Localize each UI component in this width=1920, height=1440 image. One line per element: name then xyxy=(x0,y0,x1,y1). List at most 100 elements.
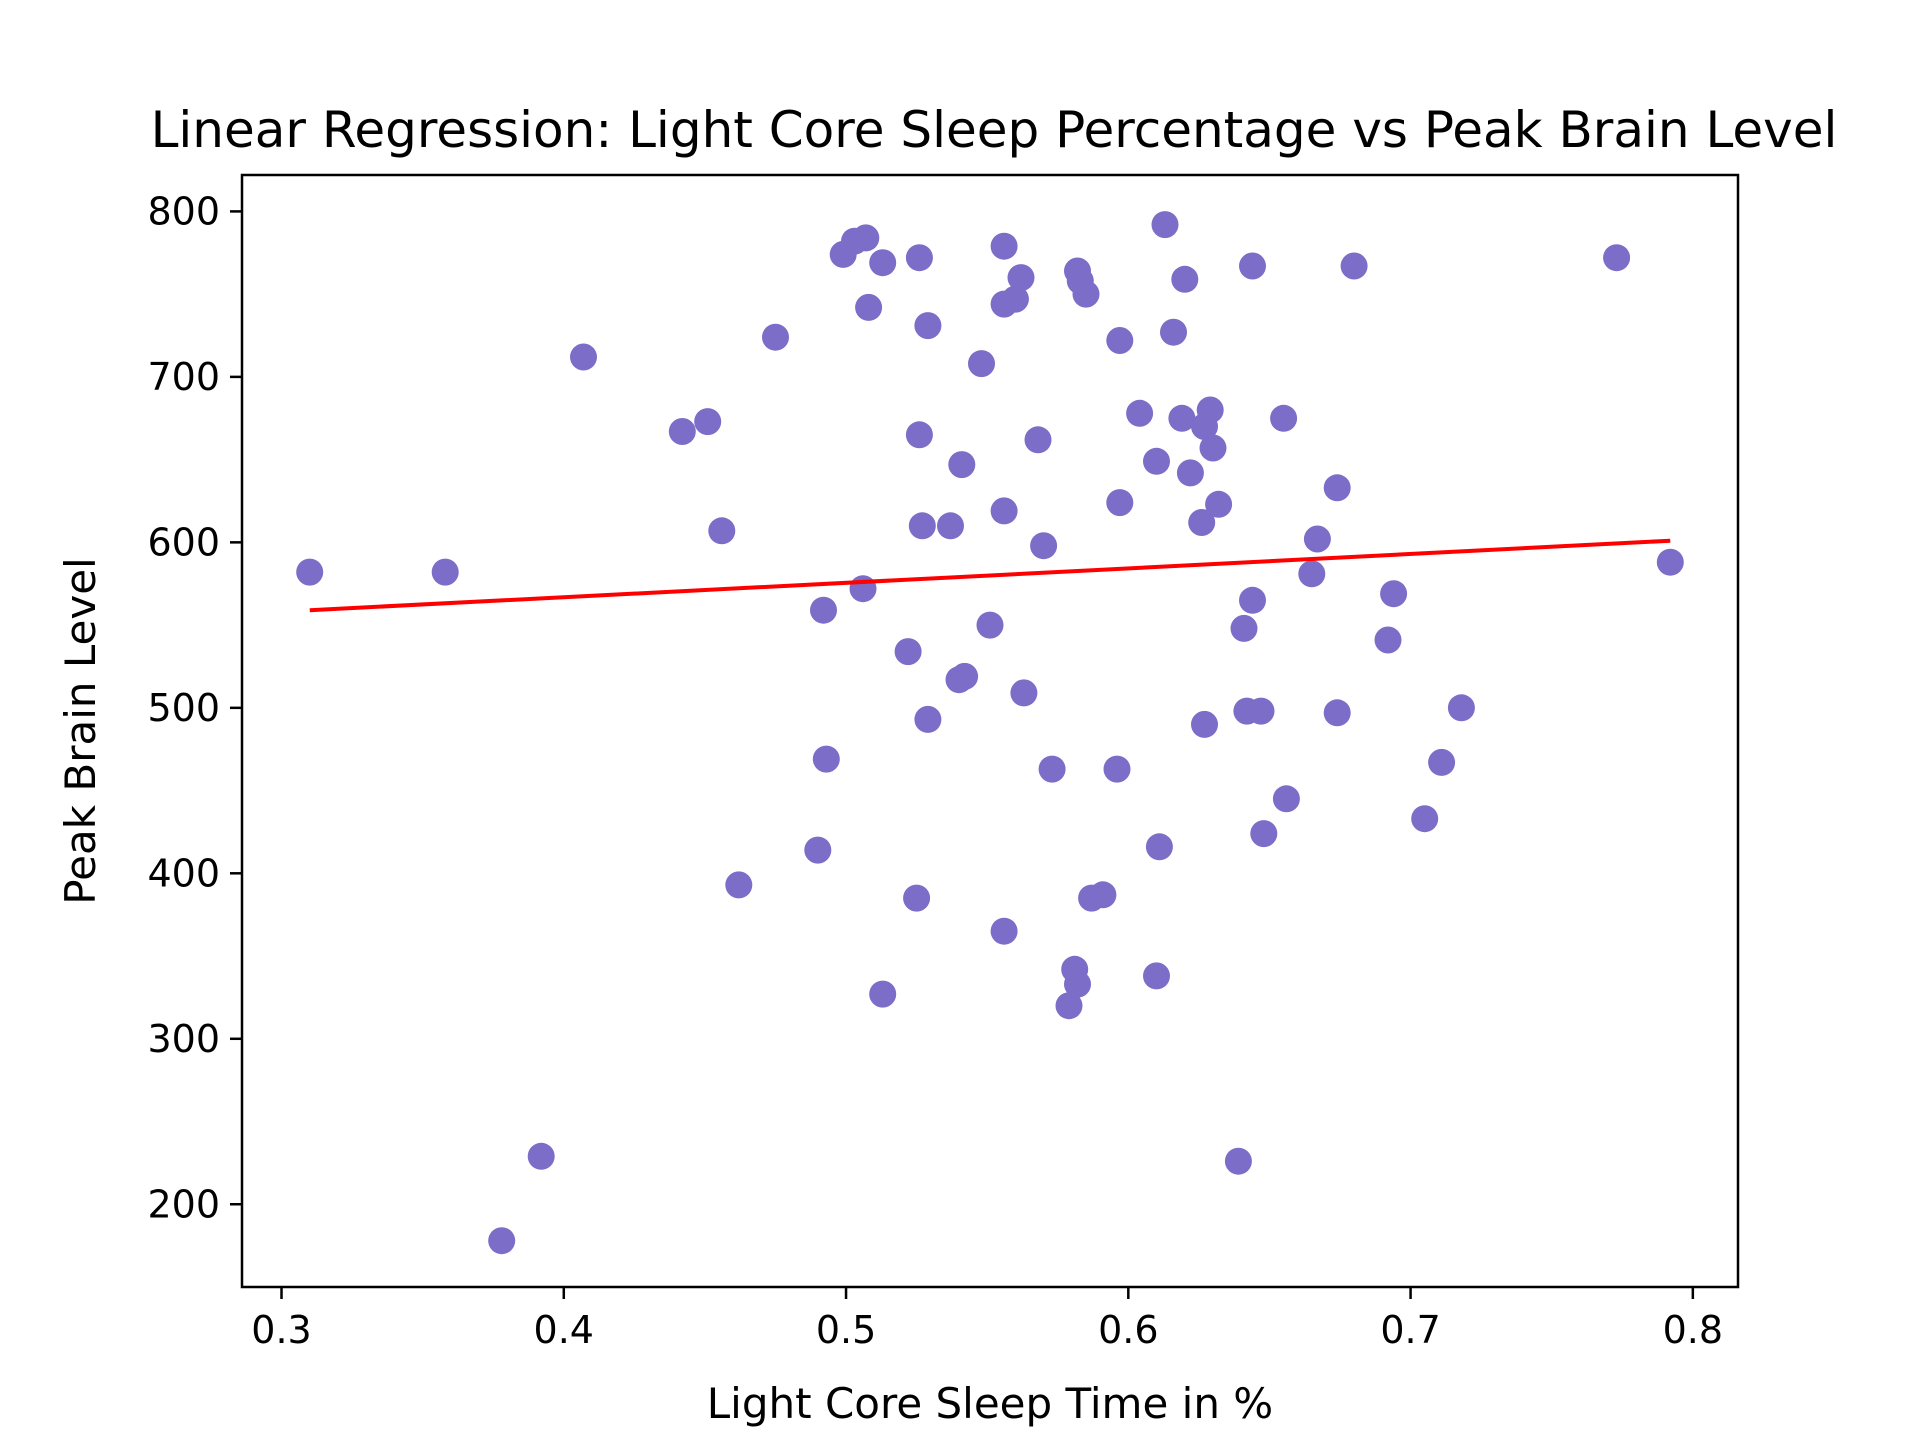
data-point xyxy=(951,662,979,690)
data-point xyxy=(527,1142,555,1170)
data-point xyxy=(1171,265,1199,293)
data-point xyxy=(810,596,837,624)
data-point xyxy=(855,293,883,321)
data-point xyxy=(1199,434,1227,462)
data-point xyxy=(1239,586,1266,614)
data-point xyxy=(812,745,840,773)
data-point xyxy=(708,517,736,545)
data-point xyxy=(1323,474,1351,502)
data-point xyxy=(1247,697,1275,725)
data-point xyxy=(1103,755,1131,783)
data-point xyxy=(1038,755,1066,783)
data-point xyxy=(1106,489,1134,517)
data-point xyxy=(1160,318,1187,346)
data-point xyxy=(1656,548,1684,576)
data-point xyxy=(1151,211,1179,239)
y-tick-label: 500 xyxy=(147,686,220,730)
data-point xyxy=(852,224,880,252)
y-axis: 200 300 400 500 600 700 800 xyxy=(147,189,242,1226)
y-tick-label: 200 xyxy=(147,1182,220,1226)
data-point xyxy=(1145,833,1173,861)
data-point xyxy=(903,884,931,912)
data-point xyxy=(570,343,597,371)
data-point xyxy=(914,312,942,340)
x-tick-label: 0.8 xyxy=(1663,1308,1723,1352)
data-point xyxy=(869,249,897,277)
data-point xyxy=(849,575,877,603)
y-axis-label: Peak Brain Level xyxy=(56,557,105,904)
chart-title: Linear Regression: Light Core Sleep Perc… xyxy=(151,101,1838,159)
data-point xyxy=(1323,699,1351,727)
data-point xyxy=(1374,626,1402,654)
y-tick-label: 800 xyxy=(147,189,220,233)
y-tick-label: 400 xyxy=(147,851,220,895)
data-point xyxy=(1126,399,1154,427)
data-point xyxy=(869,980,897,1008)
plot-area xyxy=(240,173,1740,1289)
data-point xyxy=(1205,490,1233,518)
data-point xyxy=(937,512,964,540)
y-tick-label: 600 xyxy=(147,520,220,564)
data-point xyxy=(1188,509,1216,536)
data-point xyxy=(1064,970,1091,998)
x-tick-label: 0.5 xyxy=(816,1308,876,1352)
data-point xyxy=(296,558,324,586)
data-point xyxy=(1072,280,1100,308)
data-point xyxy=(1270,404,1298,432)
regression-line xyxy=(309,538,1671,613)
data-point xyxy=(1196,396,1224,424)
data-point xyxy=(1030,532,1058,560)
data-point xyxy=(1007,264,1035,292)
data-point xyxy=(1250,820,1278,848)
data-point xyxy=(1411,805,1439,833)
data-point xyxy=(1224,1147,1252,1175)
data-point xyxy=(1024,426,1052,454)
y-tick-label: 700 xyxy=(147,355,220,399)
plot-frame xyxy=(240,173,1740,1289)
data-point xyxy=(914,705,942,733)
data-point xyxy=(1143,962,1170,990)
x-tick-label: 0.4 xyxy=(534,1308,594,1352)
regression-line-layer xyxy=(309,538,1671,613)
data-point xyxy=(1603,244,1631,272)
data-point xyxy=(968,350,995,378)
data-point xyxy=(908,512,936,540)
y-tick-label: 300 xyxy=(147,1017,220,1061)
x-tick-label: 0.6 xyxy=(1098,1308,1158,1352)
x-tick-label: 0.3 xyxy=(251,1308,311,1352)
data-point xyxy=(1272,785,1300,813)
data-point xyxy=(762,323,789,351)
data-point xyxy=(905,244,933,272)
data-point xyxy=(1176,459,1204,487)
data-point xyxy=(1447,694,1475,722)
data-point xyxy=(1089,881,1117,909)
x-axis-label: Light Core Sleep Time in % xyxy=(707,1379,1273,1428)
data-point xyxy=(1106,327,1134,354)
data-point xyxy=(668,418,696,445)
data-point xyxy=(1340,252,1368,280)
data-point xyxy=(1001,285,1029,313)
data-point xyxy=(694,408,722,436)
data-point xyxy=(990,497,1018,525)
data-point xyxy=(1230,614,1258,642)
data-point xyxy=(431,558,459,586)
data-point xyxy=(1303,525,1331,553)
data-point xyxy=(905,421,933,449)
data-point xyxy=(1168,404,1196,432)
data-point xyxy=(1010,679,1038,707)
data-point xyxy=(1055,992,1083,1020)
data-point xyxy=(1239,252,1266,280)
data-point xyxy=(1143,447,1170,475)
data-point xyxy=(990,232,1018,260)
data-point xyxy=(948,451,976,479)
data-point xyxy=(1298,560,1326,588)
data-points xyxy=(296,211,1684,1255)
data-point xyxy=(1191,710,1218,738)
data-point xyxy=(804,836,832,864)
data-point xyxy=(894,638,922,666)
x-axis: 0.3 0.4 0.5 0.6 0.7 0.8 xyxy=(251,1287,1723,1352)
x-tick-label: 0.7 xyxy=(1380,1308,1440,1352)
data-point xyxy=(1428,748,1456,776)
